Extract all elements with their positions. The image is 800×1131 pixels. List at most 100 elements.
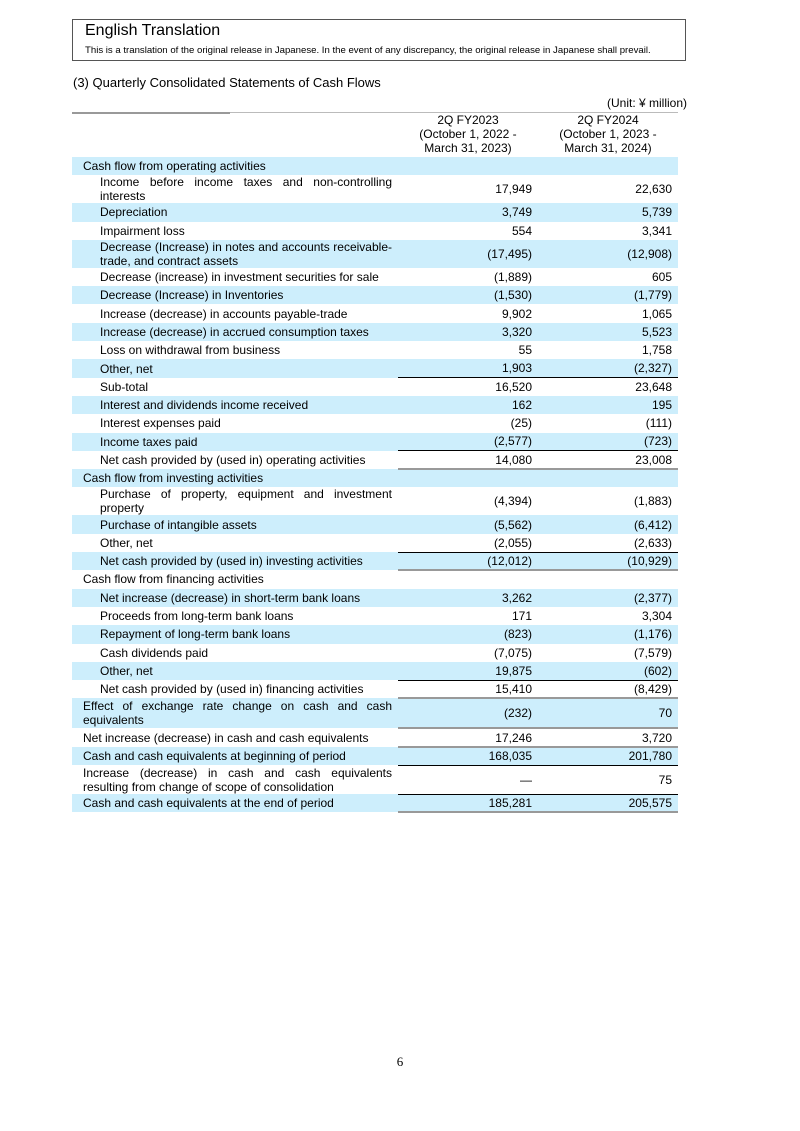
table-row: Other, net 1,903 (2,327) bbox=[72, 359, 678, 378]
table-row: Decrease (Increase) in notes and account… bbox=[72, 239, 678, 268]
value-fy2023: 162 bbox=[398, 395, 538, 415]
value-fy2024: 205,575 bbox=[538, 793, 678, 814]
row-label: Increase (decrease) in cash and cash equ… bbox=[83, 765, 392, 794]
table-row: Purchase of property, equipment and inve… bbox=[72, 487, 678, 515]
value-fy2024: 201,780 bbox=[538, 745, 678, 766]
value-fy2024: 23,008 bbox=[538, 450, 678, 470]
value-fy2024: 1,065 bbox=[641, 306, 672, 321]
divider bbox=[72, 112, 678, 113]
row-label: Increase (decrease) in accounts payable-… bbox=[100, 306, 348, 321]
table-row: Net cash provided by (used in) investing… bbox=[72, 551, 678, 571]
value-fy2024: 22,630 bbox=[635, 182, 672, 197]
row-label: Interest expenses paid bbox=[100, 416, 221, 431]
value-fy2023: 55 bbox=[518, 343, 532, 358]
table-row: Loss on withdrawal from business 55 1,758 bbox=[72, 341, 678, 359]
table-row: Cash flow from investing activities bbox=[72, 468, 678, 488]
page-number: 6 bbox=[396, 1054, 404, 1069]
banner-subtitle: This is a translation of the original re… bbox=[85, 45, 651, 56]
row-label: Income taxes paid bbox=[72, 432, 398, 451]
value-fy2024: (111) bbox=[645, 416, 672, 431]
row-label: Other, net bbox=[72, 661, 398, 681]
value-fy2024: 1,758 bbox=[641, 343, 672, 358]
value-fy2024: (2,327) bbox=[538, 359, 678, 378]
value-fy2023: (2,055) bbox=[493, 535, 532, 550]
row-label: Purchase of property, equipment and inve… bbox=[100, 487, 392, 516]
row-label: Decrease (increase) in investment securi… bbox=[100, 270, 379, 285]
value-fy2023: 185,281 bbox=[398, 793, 538, 814]
value-fy2023: (12,012) bbox=[398, 551, 538, 571]
row-label: Cash flow from operating activities bbox=[72, 157, 398, 176]
value-fy2023: 15,410 bbox=[398, 679, 538, 699]
row-label: Net increase (decrease) in cash and cash… bbox=[83, 730, 369, 745]
table-row: Cash flow from operating activities bbox=[72, 157, 678, 176]
table-row: Effect of exchange rate change on cash a… bbox=[72, 697, 678, 729]
value-fy2023: 554 bbox=[511, 223, 532, 238]
table-row: Cash and cash equivalents at the end of … bbox=[72, 793, 678, 814]
table-row: Income taxes paid (2,577) (723) bbox=[72, 432, 678, 451]
value-fy2024: (7,579) bbox=[633, 645, 672, 660]
value-fy2023: 17,949 bbox=[495, 182, 532, 197]
value-fy2023: 3,262 bbox=[398, 588, 538, 607]
value-fy2024: (602) bbox=[538, 661, 678, 681]
value-fy2023: 19,875 bbox=[398, 661, 538, 681]
table-row: Impairment loss 554 3,341 bbox=[72, 222, 678, 240]
value-fy2024: 195 bbox=[538, 395, 678, 415]
value-fy2023: 1,903 bbox=[398, 359, 538, 378]
row-label: Impairment loss bbox=[100, 223, 185, 238]
table-row: Income before income taxes and non-contr… bbox=[72, 175, 678, 203]
table-row: Net cash provided by (used in) financing… bbox=[72, 679, 678, 699]
value-fy2024: 23,648 bbox=[538, 377, 678, 396]
table-row: Cash dividends paid (7,075) (7,579) bbox=[72, 644, 678, 662]
row-label: Repayment of long-term bank loans bbox=[72, 625, 398, 644]
table-row: Increase (decrease) in accrued consumpti… bbox=[72, 322, 678, 342]
value-fy2024 bbox=[538, 157, 678, 176]
row-label: Proceeds from long-term bank loans bbox=[100, 609, 294, 624]
table-row: Decrease (Increase) in Inventories (1,530… bbox=[72, 286, 678, 305]
value-fy2023 bbox=[398, 569, 538, 589]
table-row: Proceeds from long-term bank loans 171 3,3… bbox=[72, 607, 678, 625]
row-label: Depreciation bbox=[72, 203, 398, 222]
table-row: Net cash provided by (used in) operating… bbox=[72, 450, 678, 470]
value-fy2023: 14,080 bbox=[398, 450, 538, 470]
value-fy2023: 3,749 bbox=[398, 203, 538, 222]
row-label: Net cash provided by (used in) operating… bbox=[100, 453, 366, 467]
value-fy2024 bbox=[538, 468, 678, 488]
column-header-fy2024: 2Q FY2024 (October 1, 2023 - March 31, 202… bbox=[559, 113, 657, 155]
value-fy2024: (1,883) bbox=[633, 494, 672, 509]
row-label: Sub-total bbox=[100, 379, 149, 394]
table-row: Decrease (increase) in investment securi… bbox=[72, 268, 678, 286]
row-label: Cash dividends paid bbox=[100, 645, 209, 660]
value-fy2023: 16,520 bbox=[398, 377, 538, 396]
row-label: Increase (decrease) in accrued consumpti… bbox=[72, 322, 398, 342]
value-fy2024: 75 bbox=[538, 764, 678, 795]
table-row: Purchase of intangible assets (5,562) (6,4… bbox=[72, 515, 678, 534]
column-header-fy2023: 2Q FY2023 (October 1, 2022 - March 31, 202… bbox=[419, 113, 517, 155]
row-label: Loss on withdrawal from business bbox=[100, 343, 281, 358]
value-fy2024: 3,304 bbox=[641, 609, 672, 624]
row-label: Cash flow from financing activities bbox=[83, 572, 264, 587]
value-fy2023 bbox=[398, 157, 538, 176]
cash-flow-table: 2Q FY2023 (October 1, 2022 - March 31, 202… bbox=[72, 113, 678, 814]
table-row: Increase (decrease) in cash and cash equ… bbox=[72, 764, 678, 795]
value-fy2023: (7,075) bbox=[493, 645, 532, 660]
value-fy2024: (12,908) bbox=[538, 239, 678, 268]
value-fy2024: 3,341 bbox=[641, 223, 672, 238]
table-row: Other, net 19,875 (602) bbox=[72, 661, 678, 681]
value-fy2024: 3,720 bbox=[538, 727, 678, 747]
row-label: Cash flow from investing activities bbox=[72, 469, 398, 488]
banner-title: English Translation bbox=[85, 22, 221, 39]
row-label: Other, net bbox=[72, 359, 398, 378]
unit-label: (Unit: ¥ million) bbox=[606, 96, 687, 110]
value-fy2023: (17,495) bbox=[398, 239, 538, 268]
table-row: Depreciation 3,749 5,739 bbox=[72, 203, 678, 222]
value-fy2023: 3,320 bbox=[398, 322, 538, 342]
value-fy2024: (8,429) bbox=[538, 679, 678, 699]
value-fy2023: (823) bbox=[398, 625, 538, 644]
value-fy2024: 605 bbox=[651, 270, 672, 285]
value-fy2023: (1,530) bbox=[398, 286, 538, 305]
value-fy2023: (25) bbox=[510, 416, 532, 431]
value-fy2023: (5,562) bbox=[398, 515, 538, 534]
value-fy2023: 17,246 bbox=[398, 727, 538, 747]
table-header: 2Q FY2023 (October 1, 2022 - March 31, 202… bbox=[72, 113, 678, 157]
